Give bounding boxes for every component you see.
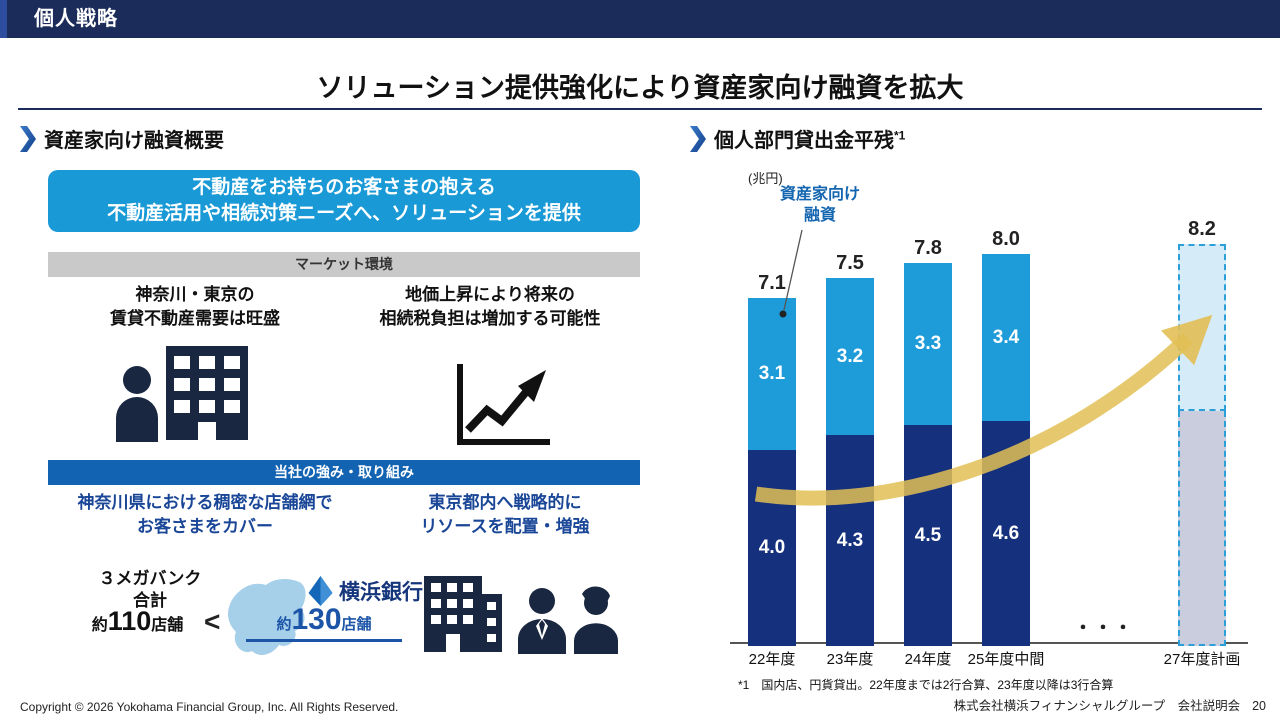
chart-bars-row: 7.1 3.1 4.0 22年度 7.5 3.2 4.3 23年度 7.8 3.3 4.5 24年度 8…: [690, 218, 1262, 670]
megabank-line2: 合計: [133, 591, 167, 610]
chart-ellipsis: ・・・: [1074, 618, 1134, 638]
bar-segment-top: [1178, 244, 1226, 411]
bar-stack: 3.4 4.6: [982, 254, 1030, 646]
businesspeople-icon: [518, 586, 618, 654]
yokohama-bank-name: 横浜銀行: [339, 581, 423, 604]
market-left-text: 神奈川・東京の 賃貸不動産需要は旺盛: [50, 283, 340, 331]
bar-segment-bottom: 4.0: [748, 450, 796, 646]
chart-bar: 8.0 3.4 4.6 25年度中間: [968, 228, 1045, 670]
market-left-line2: 賃貸不動産需要は旺盛: [110, 309, 280, 328]
growth-chart-icon: [457, 364, 550, 445]
annotation-line1: 資産家向け: [779, 186, 860, 203]
strength-right-line2: リソースを配置・増強: [420, 517, 590, 536]
bar-total-label: 7.1: [758, 272, 786, 294]
strength-left-text: 神奈川県における稠密な店舗網で お客さまをカバー: [50, 491, 360, 539]
page-number: 20: [1252, 699, 1266, 713]
bank-unit: 店舗: [341, 616, 372, 633]
wealthy-client-loan-annotation: 資産家向け 融資: [760, 184, 880, 226]
bar-segment-bottom: 4.5: [904, 425, 952, 646]
right-section-title: 個人部門貸出金平残*1: [714, 124, 905, 153]
header-accent: [0, 0, 7, 38]
bar-stack: 3.1 4.0: [748, 298, 796, 646]
market-env-header: マーケット環境: [48, 252, 640, 277]
chart-bar-planned-slot: 8.2 27年度計画: [1164, 218, 1241, 670]
chart-bar: 7.8 3.3 4.5 24年度: [904, 237, 952, 670]
bar-segment-top: 3.2: [826, 278, 874, 435]
less-than-sign: <: [204, 606, 221, 637]
strength-header: 当社の強み・取り組み: [48, 460, 640, 485]
bar-segment-bottom: [1178, 411, 1226, 646]
bar-total-label: 8.2: [1188, 218, 1216, 240]
chevron-icon: [690, 125, 706, 152]
header-title: 個人戦略: [34, 8, 118, 30]
bar-stack: [1178, 244, 1226, 646]
market-right-line1: 地価上昇により将来の: [405, 285, 575, 304]
bar-segment-top: 3.4: [982, 254, 1030, 421]
bar-category-label: 23年度: [826, 651, 874, 668]
strength-right-line1: 東京都内へ戦略的に: [428, 493, 582, 512]
yokohama-branch-count: 約130店舗: [246, 603, 402, 642]
footer-company: 株式会社横浜フィナンシャルグループ 会社説明会: [953, 699, 1241, 713]
bar-stack: 3.2 4.3: [826, 278, 874, 646]
slide-title: ソリューション提供強化により資産家向け融資を拡大: [316, 73, 964, 103]
person-building-icon: [116, 346, 248, 442]
callout-line2: 不動産活用や相続対策ニーズへ、ソリューションを提供: [107, 203, 581, 224]
chart-bar-planned: 8.2 27年度計画: [1164, 218, 1241, 670]
solution-callout: 不動産をお持ちのお客さまの抱える 不動産活用や相続対策ニーズへ、ソリューションを…: [48, 170, 640, 232]
mega-count-number: 110: [107, 606, 152, 636]
bar-total-label: 7.5: [836, 252, 864, 274]
bar-category-label: 25年度中間: [967, 651, 1045, 668]
market-right-line2: 相続税負担は増加する可能性: [379, 309, 601, 328]
bar-segment-top: 3.1: [748, 298, 796, 450]
annotation-line2: 融資: [803, 207, 836, 224]
market-right-text: 地価上昇により将来の 相続税負担は増加する可能性: [340, 283, 640, 331]
strength-left-line2: お客さまをカバー: [137, 517, 273, 536]
right-section-title-text: 個人部門貸出金平残: [714, 130, 894, 152]
title-divider: [18, 108, 1262, 110]
bank-count-number: 130: [291, 603, 342, 636]
footer-right: 株式会社横浜フィナンシャルグループ 会社説明会 20: [954, 695, 1266, 714]
bar-category-label: 27年度計画: [1163, 651, 1241, 668]
yokohama-bank-row: 横浜銀行: [308, 576, 423, 606]
megabank-label: ３メガバンク 合計: [70, 568, 230, 612]
right-section-note-ref: *1: [894, 128, 906, 143]
left-panel: 資産家向け融資概要 不動産をお持ちのお客さまの抱える 不動産活用や相続対策ニーズ…: [20, 120, 650, 680]
chart-bar: 7.5 3.2 4.3 23年度: [826, 252, 874, 670]
bar-total-label: 7.8: [914, 237, 942, 259]
bar-segment-top: 3.3: [904, 263, 952, 425]
mega-approx: 約: [91, 617, 108, 634]
callout-line1: 不動産をお持ちのお客さまの抱える: [192, 177, 496, 198]
megabank-line1: ３メガバンク: [98, 569, 202, 588]
axis-unit-label: (兆円): [748, 171, 783, 186]
right-panel: 個人部門貸出金平残*1 (兆円) 7.1 3.1 4.0 22年度 7.5 3.2 4.3 2…: [690, 120, 1262, 692]
bar-category-label: 22年度: [748, 651, 796, 668]
chart-bar: 7.1 3.1 4.0 22年度: [748, 272, 796, 670]
chart-bars-main: 7.1 3.1 4.0 22年度 7.5 3.2 4.3 23年度 7.8 3.3 4.5 24年度 8…: [748, 228, 1045, 670]
bar-segment-bottom: 4.6: [982, 421, 1030, 646]
yokohama-bank-logo-icon: [308, 576, 333, 606]
strength-left-line1: 神奈川県における稠密な店舗網で: [77, 493, 333, 512]
chart-footnote: *1 国内店、円貨貸出。22年度までは2行合算、23年度以降は3行合算: [738, 678, 1114, 692]
strength-right-text: 東京都内へ戦略的に リソースを配置・増強: [370, 491, 640, 539]
megabank-count: 約110店舗: [50, 606, 225, 637]
kanagawa-map-icon: [228, 579, 306, 656]
left-section-head: 資産家向け融資概要: [20, 124, 224, 153]
right-section-head: 個人部門貸出金平残*1: [690, 124, 905, 153]
bar-stack: 3.3 4.5: [904, 263, 952, 646]
market-left-line1: 神奈川・東京の: [135, 285, 255, 304]
loan-balance-chart: 7.1 3.1 4.0 22年度 7.5 3.2 4.3 23年度 7.8 3.3 4.5 24年度 8…: [690, 182, 1262, 670]
office-building-icon: [424, 576, 502, 652]
slide-header-bar: 個人戦略: [0, 0, 1280, 38]
bar-segment-bottom: 4.3: [826, 435, 874, 646]
bar-total-label: 8.0: [992, 228, 1020, 250]
bank-approx: 約: [276, 616, 292, 633]
bar-category-label: 24年度: [904, 651, 952, 668]
chevron-icon: [20, 125, 36, 152]
mega-unit: 店舗: [151, 617, 184, 634]
copyright: Copyright © 2026 Yokohama Financial Grou…: [20, 700, 399, 714]
left-section-title: 資産家向け融資概要: [44, 130, 224, 152]
